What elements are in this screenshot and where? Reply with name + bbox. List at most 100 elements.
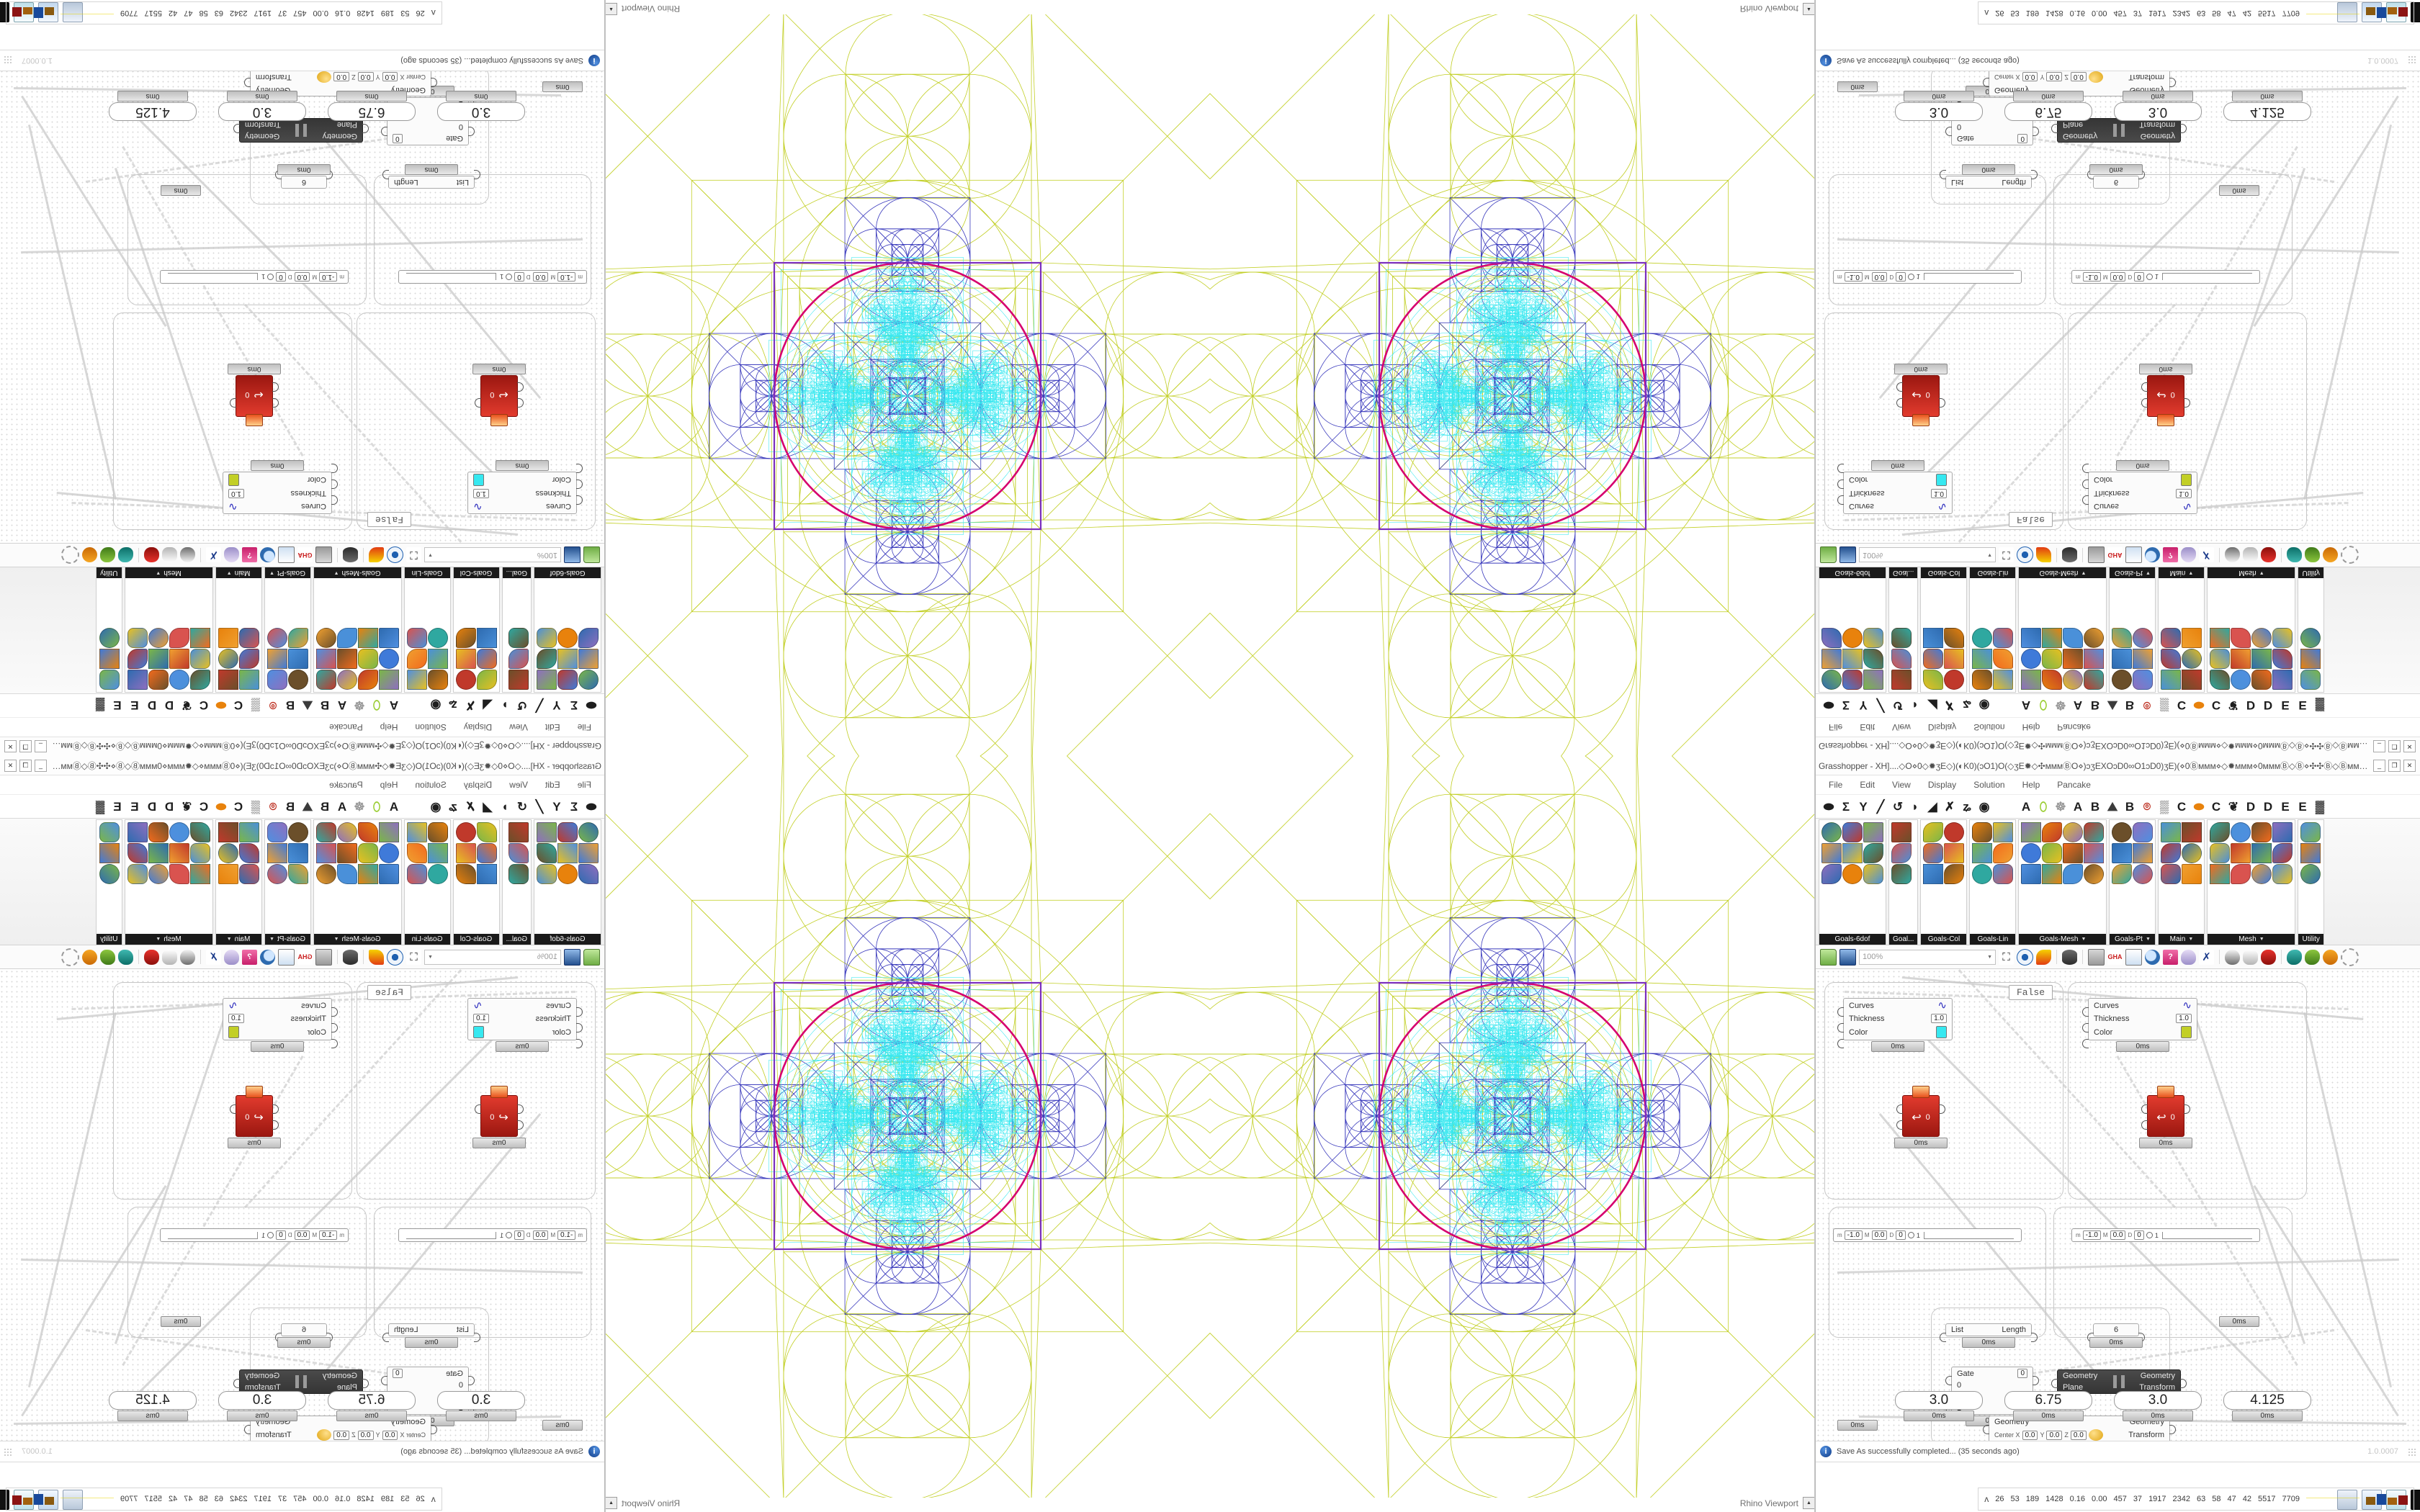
jitter-icon[interactable] [162,547,177,563]
selection-icon[interactable] [61,948,79,966]
tab-b2-icon[interactable]: B [2125,799,2135,814]
component-output-pin[interactable] [2169,1425,2176,1434]
teal-blob-icon[interactable] [2287,547,2302,563]
ribbon-panel-goals-6dof[interactable]: Goals-6dof [534,819,601,945]
bird-icon[interactable]: ❦ [2228,698,2239,713]
chevron-down-icon[interactable]: ▼ [156,937,161,942]
component-input-pin[interactable] [1837,480,1844,489]
menu-item-help[interactable]: Help [2022,722,2040,732]
ribbon-component-icon[interactable] [1923,628,1944,648]
grid-icon[interactable]: ▒ [251,799,261,814]
ribbon-component-icon[interactable] [537,822,557,842]
mountain-icon[interactable]: ⛰ [302,698,313,713]
tab-d2-icon[interactable]: D [2263,799,2273,814]
ribbon-component-icon[interactable] [218,670,238,690]
ribbon-component-icon[interactable] [455,843,476,863]
ribbon-component-icon[interactable] [537,843,557,863]
tray-expand-icon[interactable]: ʌ [1984,8,1989,18]
slider-handle[interactable] [267,274,274,280]
chevron-down-icon[interactable]: ▼ [333,570,339,575]
open-file-icon[interactable] [1820,948,1837,966]
preview-icon[interactable] [387,948,403,966]
ribbon-component-icon[interactable] [218,649,238,669]
remap-slider-left[interactable]: m -1.0 M 0.0 D 0 1 [398,270,587,284]
ribbon-component-icon[interactable] [2084,670,2105,690]
zoom-extents-icon[interactable]: ⛶ [1999,949,2014,965]
menu-item-view[interactable]: View [509,780,528,790]
display-icon[interactable]: ◉ [1978,799,1990,814]
kangaroo-icon[interactable]: ☸ [354,799,365,814]
tab-c-icon[interactable]: C [233,799,243,814]
menu-item-pancake[interactable]: Pancake [2057,722,2091,732]
ribbon-panel-main[interactable]: Main ▼ [2158,819,2205,945]
ribbon-component-icon[interactable] [2112,670,2133,690]
ribbon-component-icon[interactable] [2300,670,2321,690]
menu-item-edit[interactable]: Edit [544,722,560,732]
boolean-toggle-panel[interactable]: False [367,512,411,527]
minimize-button[interactable]: _ [35,740,47,753]
help-icon[interactable]: ? [242,949,257,965]
component-input-pin[interactable] [1837,1039,1844,1048]
viewport-tab-bar[interactable]: Rhino Viewport ▲ [1210,1497,1814,1509]
ribbon-component-icon[interactable] [169,649,189,669]
ribbon-component-icon[interactable] [218,628,238,648]
ribbon-component-icon[interactable] [557,670,578,690]
component-input-pin[interactable] [1983,1425,1989,1434]
slider-bound-value[interactable]: 0.0 [294,272,310,282]
ribbon-panel-goals-mesh[interactable]: Goals-Mesh ▼ [313,819,402,945]
ribbon-component-icon[interactable] [238,843,259,863]
ribbon-component-icon[interactable] [378,822,399,842]
ribbon-component-icon[interactable] [218,843,238,863]
rhino-viewport-pane[interactable]: Rhino Viewport ▲ [605,0,1210,756]
custom-preview-left[interactable]: Curves ∿ Thickness 1.0 Color 0ms [467,460,583,514]
menu-item-solution[interactable]: Solution [415,722,447,732]
bake-icon[interactable] [2036,949,2051,965]
component-output-pin[interactable] [233,124,240,133]
ribbon-panel-goal-[interactable]: Goal... [1888,567,1919,693]
ribbon-panel-titlebar[interactable]: Goals-Lin [404,567,450,578]
ribbon-panel-mesh[interactable]: Mesh ▼ [2207,819,2296,945]
ribbon-component-icon[interactable] [378,649,399,669]
component-param-value[interactable]: 0.0 [2022,1430,2038,1440]
ribbon-component-icon[interactable] [127,843,148,863]
slider-bound-value[interactable]: 0 [2134,1230,2144,1240]
ribbon-panel-titlebar[interactable]: Goal... [502,567,531,578]
ribbon-component-icon[interactable] [2133,864,2154,884]
menu-item-edit[interactable]: Edit [544,780,560,790]
tab-b2-icon[interactable]: B [285,799,295,814]
menu-item-pancake[interactable]: Pancake [329,722,363,732]
ribbon-component-icon[interactable] [238,822,259,842]
ribbon-panel-titlebar[interactable]: Main ▼ [2159,934,2205,945]
ribbon-component-icon[interactable] [148,864,169,884]
viewport-tab-bar[interactable]: Rhino Viewport ▲ [1210,3,1815,15]
transform-icon[interactable]: ʑ [449,698,457,713]
ribbon-component-icon[interactable] [1821,628,1842,648]
ribbon-component-icon[interactable] [508,864,529,884]
component-input-pin[interactable] [1896,1104,1903,1114]
number-slider-value[interactable]: 3.0 [471,104,491,120]
ribbon-component-icon[interactable] [2021,822,2042,842]
ribbon-component-icon[interactable] [378,628,399,648]
zoom-extents-icon[interactable]: ⛶ [406,547,421,563]
green-blob-icon[interactable] [100,547,115,563]
green-blob-icon[interactable] [2305,547,2320,563]
title-bar[interactable]: Grasshopper - XH]....◇O⋄0◇✹ʒE◇)(◐K0)(ɔO1… [1816,737,2420,756]
ribbon-component-icon[interactable] [169,843,189,863]
component-input-pin[interactable] [2141,398,2148,408]
ribbon-component-icon[interactable] [2272,864,2293,884]
menu-item-edit[interactable]: Edit [1860,780,1876,790]
preview-icon[interactable] [387,546,403,564]
ribbon-component-icon[interactable] [1993,649,2014,669]
ribbon-component-icon[interactable] [578,822,599,842]
ribbon-component-icon[interactable] [2133,822,2154,842]
ribbon-panel-mesh[interactable]: Mesh ▼ [2207,567,2296,693]
gha-assembly-icon[interactable]: GHA [297,547,313,563]
ribbon-panel-goals-mesh[interactable]: Goals-Mesh ▼ [313,567,402,693]
orange-blob-icon[interactable] [2323,949,2338,965]
ribbon-component-icon[interactable] [1944,628,1965,648]
component-param-value[interactable]: 0.0 [2070,72,2087,82]
ribbon-component-icon[interactable] [169,822,189,842]
solver-toggle-icon[interactable] [490,414,508,426]
component-param-value[interactable]: 1.0 [228,1014,244,1023]
ribbon-component-icon[interactable] [1891,670,1912,690]
